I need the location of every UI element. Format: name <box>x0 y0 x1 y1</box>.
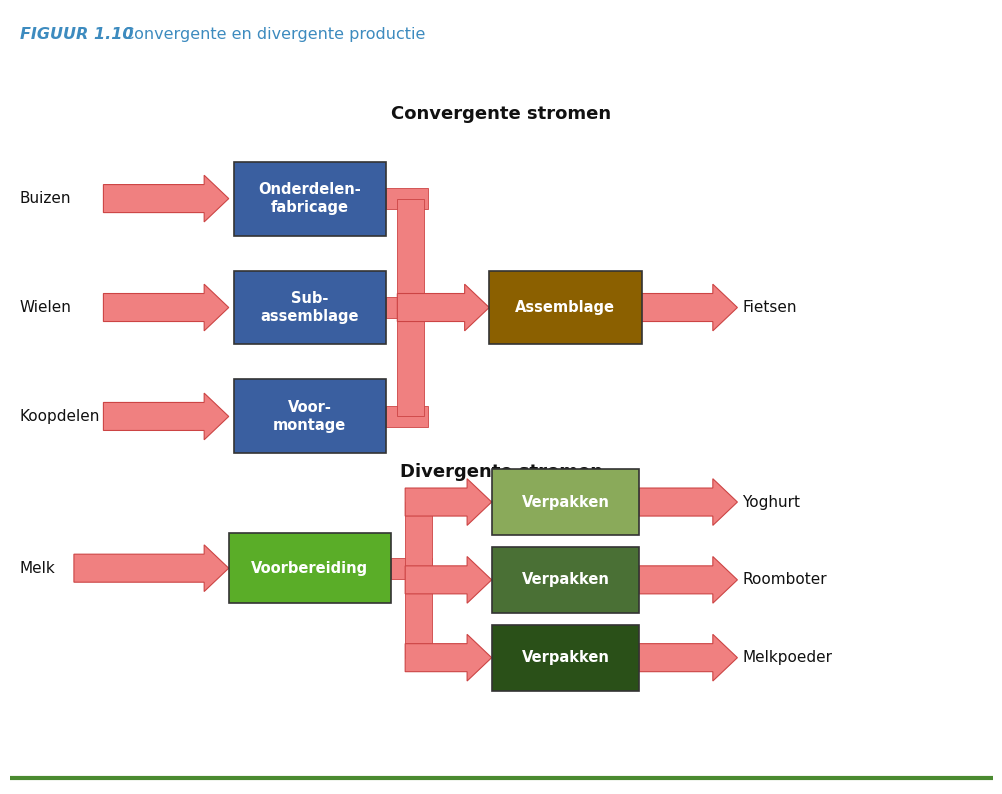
Text: Verpakken: Verpakken <box>521 650 609 665</box>
Polygon shape <box>386 406 428 427</box>
Text: Verpakken: Verpakken <box>521 572 609 588</box>
FancyBboxPatch shape <box>491 469 638 535</box>
Text: Buizen: Buizen <box>20 191 71 206</box>
Text: Assemblage: Assemblage <box>515 300 615 315</box>
Polygon shape <box>386 188 428 209</box>
FancyBboxPatch shape <box>233 271 386 345</box>
Polygon shape <box>405 479 491 526</box>
Polygon shape <box>405 634 491 681</box>
Polygon shape <box>397 284 489 331</box>
Text: Melk: Melk <box>20 561 55 576</box>
Text: Roomboter: Roomboter <box>741 572 826 588</box>
Polygon shape <box>103 393 228 440</box>
Text: Koopdelen: Koopdelen <box>20 409 100 424</box>
Text: Voorbereiding: Voorbereiding <box>252 561 368 576</box>
Polygon shape <box>405 502 431 657</box>
Text: Yoghurt: Yoghurt <box>741 495 800 510</box>
Text: Voor-
montage: Voor- montage <box>273 399 346 434</box>
Text: Fietsen: Fietsen <box>741 300 796 315</box>
Polygon shape <box>405 557 491 603</box>
Text: Onderdelen-
fabricage: Onderdelen- fabricage <box>259 182 361 215</box>
Polygon shape <box>641 284 736 331</box>
Text: Sub-
assemblage: Sub- assemblage <box>261 291 359 324</box>
Polygon shape <box>74 545 228 592</box>
Text: Melkpoeder: Melkpoeder <box>741 650 832 665</box>
Polygon shape <box>103 175 228 222</box>
Polygon shape <box>103 284 228 331</box>
Polygon shape <box>397 198 424 417</box>
Polygon shape <box>638 634 736 681</box>
Polygon shape <box>386 297 428 318</box>
FancyBboxPatch shape <box>228 534 391 603</box>
Text: FIGUUR 1.10: FIGUUR 1.10 <box>20 28 133 42</box>
FancyBboxPatch shape <box>491 547 638 613</box>
Text: Convergente stromen: Convergente stromen <box>391 106 611 123</box>
Text: Wielen: Wielen <box>20 300 72 315</box>
FancyBboxPatch shape <box>491 625 638 691</box>
FancyBboxPatch shape <box>233 380 386 453</box>
Text: Divergente stromen: Divergente stromen <box>400 463 602 481</box>
FancyBboxPatch shape <box>489 271 641 345</box>
Text: Verpakken: Verpakken <box>521 495 609 510</box>
Polygon shape <box>391 557 431 579</box>
Polygon shape <box>638 479 736 526</box>
Polygon shape <box>638 557 736 603</box>
Text: Convergente en divergente productie: Convergente en divergente productie <box>123 28 425 42</box>
FancyBboxPatch shape <box>233 162 386 236</box>
